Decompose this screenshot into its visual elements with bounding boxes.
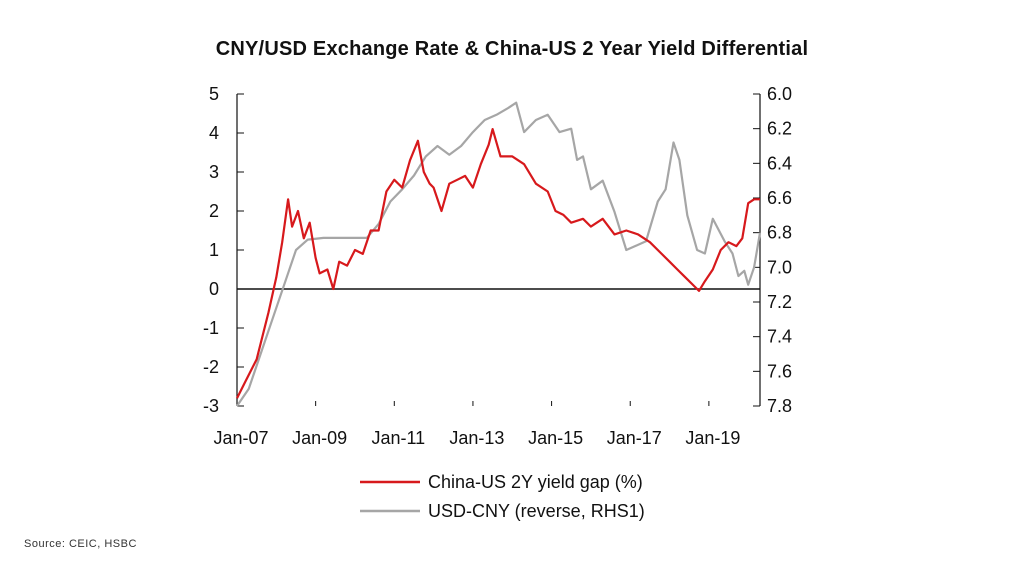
right-tick-label: 6.8 xyxy=(767,223,792,243)
x-tick-label: Jan-07 xyxy=(213,428,268,448)
source-note: Source: CEIC, HSBC xyxy=(24,538,137,550)
left-tick-label: -2 xyxy=(203,357,219,377)
legend-label-yield-gap: China-US 2Y yield gap (%) xyxy=(428,472,643,492)
usd-cny-line xyxy=(236,101,762,407)
x-tick-label: Jan-09 xyxy=(292,428,347,448)
right-tick-label: 6.0 xyxy=(767,84,792,104)
x-tick-label: Jan-13 xyxy=(449,428,504,448)
right-tick-label: 7.6 xyxy=(767,361,792,381)
x-tick-label: Jan-17 xyxy=(607,428,662,448)
right-tick-label: 6.6 xyxy=(767,188,792,208)
series-layer xyxy=(236,101,762,407)
yield-gap-line xyxy=(236,128,760,399)
right-tick-label: 6.2 xyxy=(767,119,792,139)
axes: 5 4 3 2 1 0 -1 -2 -3 6.0 6.2 6.4 6.6 6.8 7.0 7.2 7.4 7.6 7… xyxy=(203,84,792,448)
x-tick-label: Jan-11 xyxy=(371,428,425,448)
legend-label-usd-cny: USD-CNY (reverse, RHS1) xyxy=(428,501,645,521)
left-tick-label: 1 xyxy=(209,240,219,260)
right-tick-label: 7.0 xyxy=(767,257,792,277)
right-tick-label: 6.4 xyxy=(767,153,792,173)
right-tick-label: 7.2 xyxy=(767,292,792,312)
left-tick-label: 2 xyxy=(209,201,219,221)
left-tick-label: 0 xyxy=(209,279,219,299)
chart-title: CNY/USD Exchange Rate & China-US 2 Year … xyxy=(215,38,809,60)
x-tick-label: Jan-19 xyxy=(685,428,740,448)
left-tick-label: -1 xyxy=(203,318,219,338)
left-tick-label: 5 xyxy=(209,84,219,104)
x-tick-label: Jan-15 xyxy=(528,428,583,448)
right-tick-label: 7.4 xyxy=(767,327,792,347)
right-tick-label: 7.8 xyxy=(767,396,792,416)
left-tick-label: 3 xyxy=(209,162,219,182)
left-tick-label: 4 xyxy=(209,123,219,143)
left-tick-label: -3 xyxy=(203,396,219,416)
legend: China-US 2Y yield gap (%) USD-CNY (revers… xyxy=(360,472,645,521)
